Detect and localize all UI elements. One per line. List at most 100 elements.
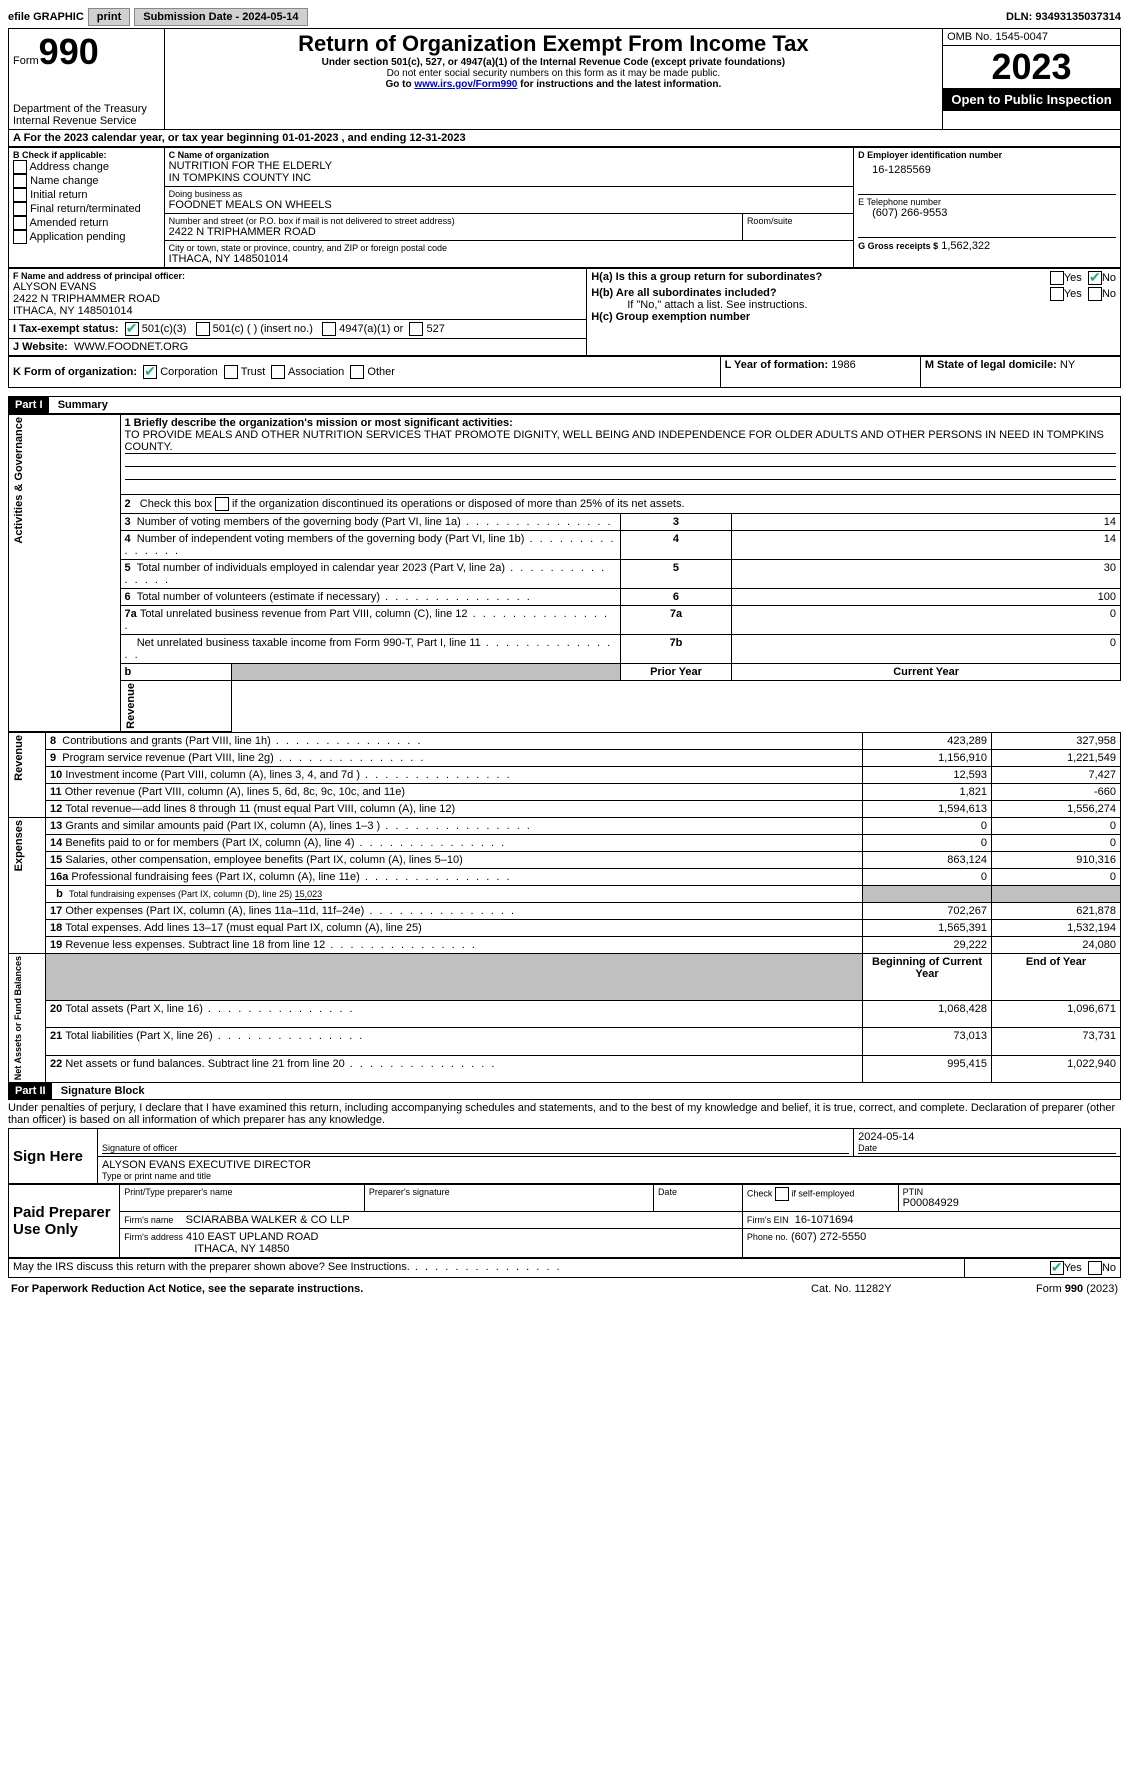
name-change-checkbox[interactable] (13, 174, 27, 188)
box-f-label: F Name and address of principal officer: (13, 271, 582, 281)
tax-year: 2023 (943, 46, 1120, 88)
cat-no: Cat. No. 11282Y (764, 1282, 939, 1296)
print-preparer-label: Print/Type preparer's name (124, 1187, 360, 1197)
k-trust-checkbox[interactable] (224, 365, 238, 379)
section-governance: Activities & Governance (13, 417, 25, 544)
officer-addr1: 2422 N TRIPHAMMER ROAD (13, 293, 582, 305)
ha-no-checkbox[interactable] (1088, 271, 1102, 285)
header-table: Form990 Department of the Treasury Inter… (8, 28, 1121, 130)
self-employed-checkbox[interactable] (775, 1187, 789, 1201)
k-corp-checkbox[interactable] (143, 365, 157, 379)
mission-label: 1 Briefly describe the organization's mi… (125, 417, 1117, 429)
box-e-label: E Telephone number (858, 197, 1116, 207)
ptin: P00084929 (903, 1197, 1116, 1209)
form-subtitle: Under section 501(c), 527, or 4947(a)(1)… (169, 57, 938, 68)
ein: 16-1285569 (872, 164, 1116, 176)
preparer-sig-label: Preparer's signature (369, 1187, 649, 1197)
amended-return-checkbox[interactable] (13, 216, 27, 230)
dept-treasury: Department of the Treasury Internal Reve… (13, 103, 160, 127)
street-label: Number and street (or P.O. box if mail i… (169, 216, 738, 226)
line-5: 5 Total number of individuals employed i… (9, 560, 1121, 589)
line-6: 6 Total number of volunteers (estimate i… (9, 589, 1121, 606)
addr-change-checkbox[interactable] (13, 160, 27, 174)
part2-header: Part II Signature Block (8, 1083, 1121, 1100)
501c3-checkbox[interactable] (125, 322, 139, 336)
section-revenue2: Revenue (13, 735, 25, 781)
firm-addr-label: Firm's address (124, 1232, 183, 1242)
firm-ein-label: Firm's EIN (747, 1215, 789, 1225)
k-other-checkbox[interactable] (350, 365, 364, 379)
mission-text: TO PROVIDE MEALS AND OTHER NUTRITION SER… (125, 429, 1117, 454)
tax-period: A For the 2023 calendar year, or tax yea… (8, 130, 1121, 147)
org-name-2: IN TOMPKINS COUNTY INC (169, 172, 849, 184)
k-assoc-checkbox[interactable] (271, 365, 285, 379)
city-label: City or town, state or province, country… (169, 243, 849, 253)
section-revenue: Revenue (125, 683, 137, 729)
firm-phone: (607) 272-5550 (791, 1231, 866, 1243)
box-g-label: G Gross receipts $ (858, 241, 938, 251)
beg-year-header: Beginning of Current Year (863, 953, 992, 1000)
ha-label: H(a) Is this a group return for subordin… (591, 271, 822, 283)
date-label: Date (858, 1143, 1116, 1154)
top-bar: efile GRAPHIC print Submission Date - 20… (8, 8, 1121, 26)
website-label: J Website: (13, 341, 68, 353)
box-m-label: M State of legal domicile: (925, 359, 1057, 371)
dba: FOODNET MEALS ON WHEELS (169, 199, 849, 211)
current-year-header: Current Year (732, 664, 1121, 681)
hb-note: If "No," attach a list. See instructions… (627, 299, 1116, 311)
firm-name: SCIARABBA WALKER & CO LLP (186, 1214, 350, 1226)
form-number: 990 (39, 31, 99, 72)
form-title: Return of Organization Exempt From Incom… (169, 31, 938, 57)
paperwork-notice: For Paperwork Reduction Act Notice, see … (10, 1282, 762, 1296)
501c-checkbox[interactable] (196, 322, 210, 336)
discuss-yes-checkbox[interactable] (1050, 1261, 1064, 1275)
box-k-label: K Form of organization: (13, 366, 137, 378)
line-3: 3 Number of voting members of the govern… (9, 514, 1121, 531)
firm-addr1: 410 EAST UPLAND ROAD (186, 1231, 318, 1243)
box-l-label: L Year of formation: (725, 359, 829, 371)
end-year-header: End of Year (992, 953, 1121, 1000)
sign-here-label: Sign Here (9, 1129, 98, 1184)
hb-yes-checkbox[interactable] (1050, 287, 1064, 301)
phone-label: Phone no. (747, 1232, 788, 1242)
line-7a: 7a Total unrelated business revenue from… (9, 606, 1121, 635)
officer-name-title: ALYSON EVANS EXECUTIVE DIRECTOR (102, 1159, 1116, 1171)
app-pending-checkbox[interactable] (13, 230, 27, 244)
ha-yes-checkbox[interactable] (1050, 271, 1064, 285)
firm-name-label: Firm's name (124, 1215, 173, 1225)
section-netassets: Net Assets or Fund Balances (13, 956, 23, 1080)
box-c-label: C Name of organization (169, 150, 849, 160)
website-value: WWW.FOODNET.ORG (74, 341, 188, 353)
527-checkbox[interactable] (409, 322, 423, 336)
state-domicile: NY (1060, 359, 1075, 371)
dba-label: Doing business as (169, 189, 849, 199)
gross-receipts: 1,562,322 (941, 240, 990, 252)
sign-date: 2024-05-14 (858, 1131, 1116, 1143)
room-label: Room/suite (747, 216, 849, 226)
penalties-text: Under penalties of perjury, I declare th… (8, 1100, 1121, 1128)
firm-addr2: ITHACA, NY 14850 (194, 1243, 738, 1255)
omb-number: OMB No. 1545-0047 (943, 29, 1120, 46)
open-to-public: Open to Public Inspection (943, 88, 1120, 111)
line-4: 4 Number of independent voting members o… (9, 531, 1121, 560)
telephone: (607) 266-9553 (872, 207, 1116, 219)
final-return-checkbox[interactable] (13, 202, 27, 216)
ssn-note: Do not enter social security numbers on … (169, 68, 938, 79)
discuss-no-checkbox[interactable] (1088, 1261, 1102, 1275)
efile-label: efile GRAPHIC (8, 11, 84, 23)
initial-return-checkbox[interactable] (13, 188, 27, 202)
self-employed-label: Check if self-employed (747, 1187, 894, 1201)
col-b: b (120, 664, 232, 681)
year-formation: 1986 (831, 359, 855, 371)
section-expenses: Expenses (13, 820, 25, 871)
hb-label: H(b) Are all subordinates included? (591, 287, 776, 299)
4947-checkbox[interactable] (322, 322, 336, 336)
discuss-text: May the IRS discuss this return with the… (13, 1261, 410, 1273)
box-b-label: B Check if applicable: (13, 150, 160, 160)
irs-link[interactable]: www.irs.gov/Form990 (414, 79, 517, 90)
print-button[interactable]: print (88, 8, 130, 26)
hb-no-checkbox[interactable] (1088, 287, 1102, 301)
box-d-label: D Employer identification number (858, 150, 1116, 160)
line2-checkbox[interactable] (215, 497, 229, 511)
submission-date: Submission Date - 2024-05-14 (134, 8, 307, 26)
